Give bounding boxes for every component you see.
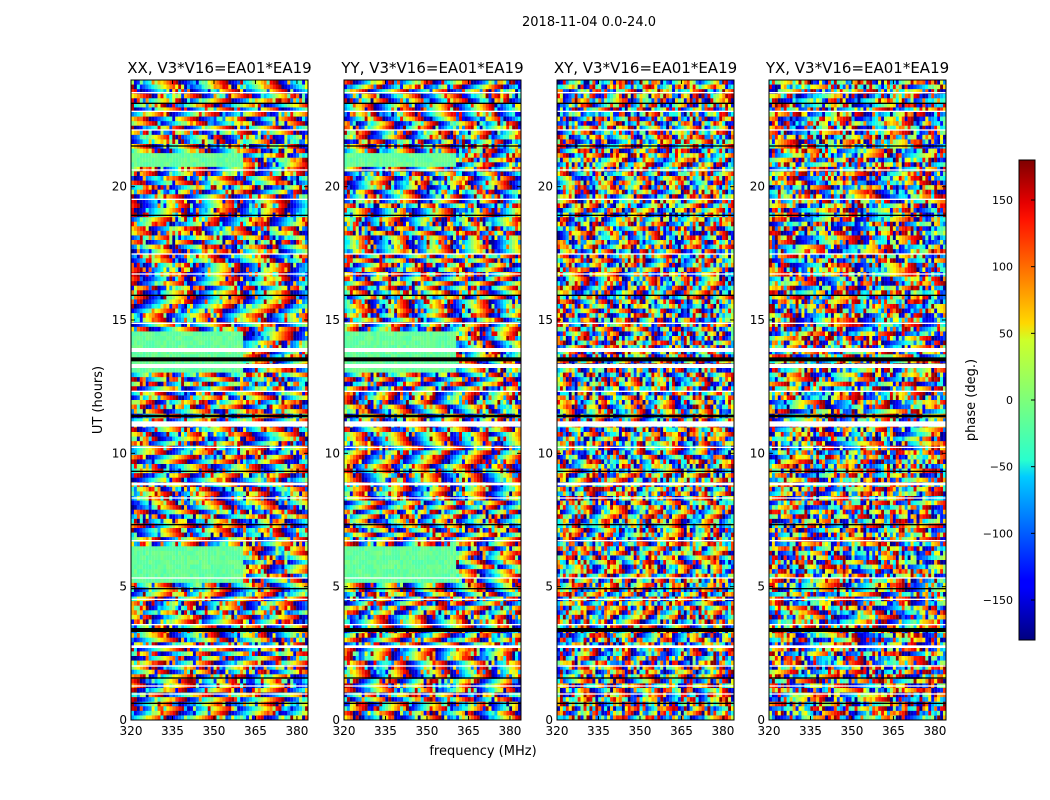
- figure-title: 2018-11-04 0.0-24.0: [522, 15, 656, 30]
- y-tick-label: 15: [112, 313, 127, 327]
- y-tick-label: 10: [325, 446, 340, 460]
- x-tick-label: 335: [374, 724, 397, 738]
- colorbar-tick-label: −50: [990, 461, 1013, 474]
- x-tick-label: 335: [587, 724, 610, 738]
- phase-heatmap: [557, 80, 734, 720]
- panel-4: YX, V3*V16=EA01*EA19 320 335 350 365 380 0 5 10 1…: [750, 59, 949, 738]
- x-tick-label: 350: [416, 724, 439, 738]
- x-tick-label: 320: [120, 724, 143, 738]
- y-tick-label: 0: [545, 713, 553, 727]
- y-tick-label: 20: [112, 180, 127, 194]
- y-tick-label: 15: [325, 313, 340, 327]
- x-tick-label: 335: [161, 724, 184, 738]
- x-tick-label: 380: [498, 724, 521, 738]
- x-tick-label: 350: [841, 724, 864, 738]
- x-tick-label: 380: [923, 724, 946, 738]
- y-tick-label: 20: [538, 180, 553, 194]
- x-tick-label: 320: [758, 724, 781, 738]
- y-tick-label: 10: [538, 446, 553, 460]
- panel-2: YY, V3*V16=EA01*EA19 320 335 350 365 380 0 5 10 1…: [325, 59, 524, 738]
- colorbar-tick-label: 50: [999, 327, 1013, 340]
- y-tick-label: 15: [538, 313, 553, 327]
- y-tick-label: 20: [325, 180, 340, 194]
- y-tick-label: 0: [332, 713, 340, 727]
- panel-title: XX, V3*V16=EA01*EA19: [127, 59, 311, 77]
- colorbar-tick-label: 150: [992, 194, 1013, 207]
- phase-heatmap: [131, 80, 308, 720]
- x-tick-label: 335: [799, 724, 822, 738]
- y-tick-label: 5: [119, 580, 127, 594]
- colorbar-tick-label: −100: [983, 527, 1013, 540]
- y-tick-label: 15: [750, 313, 765, 327]
- x-axis-label: frequency (MHz): [429, 744, 536, 759]
- x-tick-label: 320: [546, 724, 569, 738]
- y-tick-label: 5: [332, 580, 340, 594]
- plot-frame: [130, 79, 309, 721]
- colorbar-tick-label: 0: [1006, 394, 1013, 407]
- x-tick-label: 380: [285, 724, 308, 738]
- panels: XX, V3*V16=EA01*EA19 320 335 350 365 380 0 5 10 1…: [112, 59, 949, 738]
- x-tick-label: 380: [711, 724, 734, 738]
- panel-title: YX, V3*V16=EA01*EA19: [765, 59, 949, 77]
- panel-1: XX, V3*V16=EA01*EA19 320 335 350 365 380 0 5 10 1…: [112, 59, 312, 738]
- colorbar-tick-label: −150: [983, 594, 1013, 607]
- y-tick-label: 5: [545, 580, 553, 594]
- y-axis-label: UT (hours): [91, 366, 106, 434]
- x-tick-label: 350: [629, 724, 652, 738]
- y-tick-label: 0: [757, 713, 765, 727]
- panel-title: XY, V3*V16=EA01*EA19: [554, 59, 737, 77]
- plot-frame: [768, 79, 947, 721]
- y-tick-label: 10: [112, 446, 127, 460]
- y-tick-label: 0: [119, 713, 127, 727]
- y-tick-label: 20: [750, 180, 765, 194]
- x-tick-label: 365: [882, 724, 905, 738]
- plot-frame: [343, 79, 522, 721]
- colorbar-label: phase (deg.): [964, 359, 979, 441]
- x-tick-label: 365: [670, 724, 693, 738]
- x-tick-label: 365: [244, 724, 267, 738]
- x-tick-label: 350: [203, 724, 226, 738]
- phase-heatmap: [344, 80, 521, 720]
- y-tick-label: 10: [750, 446, 765, 460]
- phase-heatmap: [769, 80, 946, 720]
- x-tick-label: 320: [333, 724, 356, 738]
- x-tick-label: 365: [457, 724, 480, 738]
- plot-frame: [556, 79, 735, 721]
- colorbar-tick-label: 100: [992, 261, 1013, 274]
- colorbar-ticks: −150 −100 −50 0 50 100 150: [983, 194, 1035, 607]
- panel-3: XY, V3*V16=EA01*EA19 320 335 350 365 380 0 5 10 1…: [538, 59, 737, 738]
- y-tick-label: 5: [757, 580, 765, 594]
- panel-title: YY, V3*V16=EA01*EA19: [340, 59, 523, 77]
